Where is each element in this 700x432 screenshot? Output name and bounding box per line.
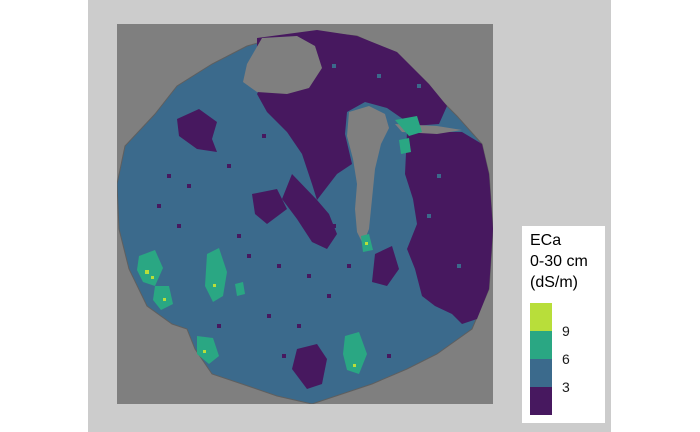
color-legend: ECa 0-30 cm (dS/m) 9 6 3 bbox=[522, 226, 605, 423]
legend-label-9: 9 bbox=[562, 323, 570, 339]
max-spots bbox=[145, 242, 368, 367]
legend-swatch-low bbox=[530, 387, 552, 415]
map-panel bbox=[117, 24, 493, 404]
legend-swatch-max bbox=[530, 303, 552, 331]
legend-swatch-mid bbox=[530, 359, 552, 387]
legend-title: ECa 0-30 cm (dS/m) bbox=[530, 232, 588, 291]
legend-tick-3 bbox=[552, 387, 557, 388]
eca-raster-map bbox=[117, 30, 493, 404]
no-data-channel bbox=[347, 106, 389, 244]
legend-swatch-high bbox=[530, 331, 552, 359]
low-speckle bbox=[157, 134, 391, 358]
no-data-north bbox=[243, 36, 322, 94]
low-zone-east bbox=[405, 132, 493, 324]
low-zone-midwest bbox=[252, 189, 287, 224]
low-zone-west bbox=[177, 109, 217, 152]
low-zone-center bbox=[282, 174, 337, 249]
low-zone-southeast bbox=[372, 246, 399, 286]
legend-tick-9 bbox=[552, 331, 557, 332]
legend-label-3: 3 bbox=[562, 379, 570, 395]
legend-tick-6 bbox=[552, 359, 557, 360]
high-zones bbox=[137, 116, 422, 374]
mid-speckle bbox=[332, 64, 461, 268]
low-zone-south bbox=[292, 344, 327, 389]
legend-label-6: 6 bbox=[562, 351, 570, 367]
